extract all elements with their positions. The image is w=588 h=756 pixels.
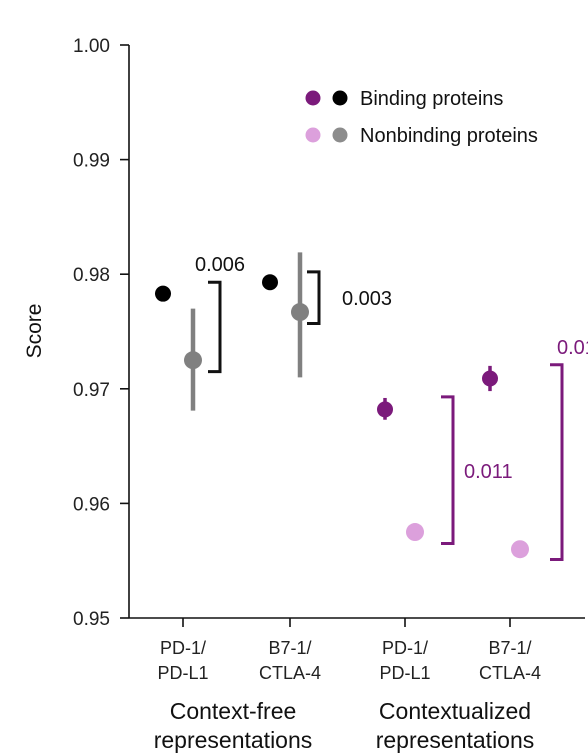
x-tick-label: PD-1/ <box>382 638 428 658</box>
y-tick-label: 0.96 <box>73 494 110 515</box>
legend: Binding proteins Nonbinding proteins <box>305 88 538 147</box>
difference-label: 0.006 <box>195 254 245 276</box>
y-tick-label: 0.99 <box>73 151 110 172</box>
category-labels: PD-1/PD-L1 B7-1/CTLA-4 PD-1/PD-L1 B7-1/CTLA… <box>157 638 541 683</box>
y-tick-label: 0.98 <box>73 265 110 286</box>
difference-label: 0.011 <box>464 461 513 483</box>
y-tick-label: 0.97 <box>73 380 110 401</box>
x-ticks <box>182 618 511 627</box>
nonbinding-point <box>291 303 309 322</box>
legend-label: Binding proteins <box>360 88 503 110</box>
legend-marker <box>305 90 321 106</box>
group-label: Contextualized <box>379 698 531 724</box>
nonbinding-point <box>406 523 424 542</box>
binding-point <box>262 274 278 291</box>
error-bars <box>190 252 492 420</box>
nonbinding-point <box>511 540 529 559</box>
y-axis-label: Score <box>23 304 46 359</box>
x-tick-label: PD-L1 <box>379 663 430 683</box>
points <box>155 274 529 559</box>
difference-label: 0.015 <box>557 337 588 359</box>
y-ticks: 0.95 0.96 0.97 0.98 0.99 1.00 <box>73 36 129 630</box>
x-tick-label: CTLA-4 <box>479 663 541 683</box>
y-tick-label: 1.00 <box>73 36 110 57</box>
y-tick-label: 0.95 <box>73 609 110 630</box>
difference-bracket <box>550 363 564 562</box>
binding-point <box>482 370 498 387</box>
group-label: representations <box>376 727 535 753</box>
nonbinding-point <box>184 351 202 370</box>
binding-point <box>155 285 171 302</box>
axes: 0.95 0.96 0.97 0.98 0.99 1.00 Score <box>23 36 585 630</box>
binding-point <box>377 401 393 418</box>
x-tick-label: B7-1/ <box>268 638 311 658</box>
difference-bracket <box>208 280 222 374</box>
x-tick-label: PD-1/ <box>160 638 206 658</box>
x-tick-label: CTLA-4 <box>259 663 321 683</box>
x-tick-label: B7-1/ <box>488 638 531 658</box>
legend-marker <box>305 127 321 143</box>
difference-bracket <box>441 395 455 546</box>
difference-label: 0.003 <box>342 288 392 310</box>
group-label: representations <box>154 727 313 753</box>
legend-marker <box>332 127 348 143</box>
legend-marker <box>332 90 348 106</box>
group-label: Context-free <box>170 698 297 724</box>
difference-brackets: 0.006 0.003 0.011 0.015 <box>195 254 588 562</box>
legend-label: Nonbinding proteins <box>360 125 538 147</box>
x-tick-label: PD-L1 <box>157 663 208 683</box>
difference-bracket <box>307 270 321 325</box>
group-labels: Context-free representations Contextualize… <box>154 698 535 753</box>
